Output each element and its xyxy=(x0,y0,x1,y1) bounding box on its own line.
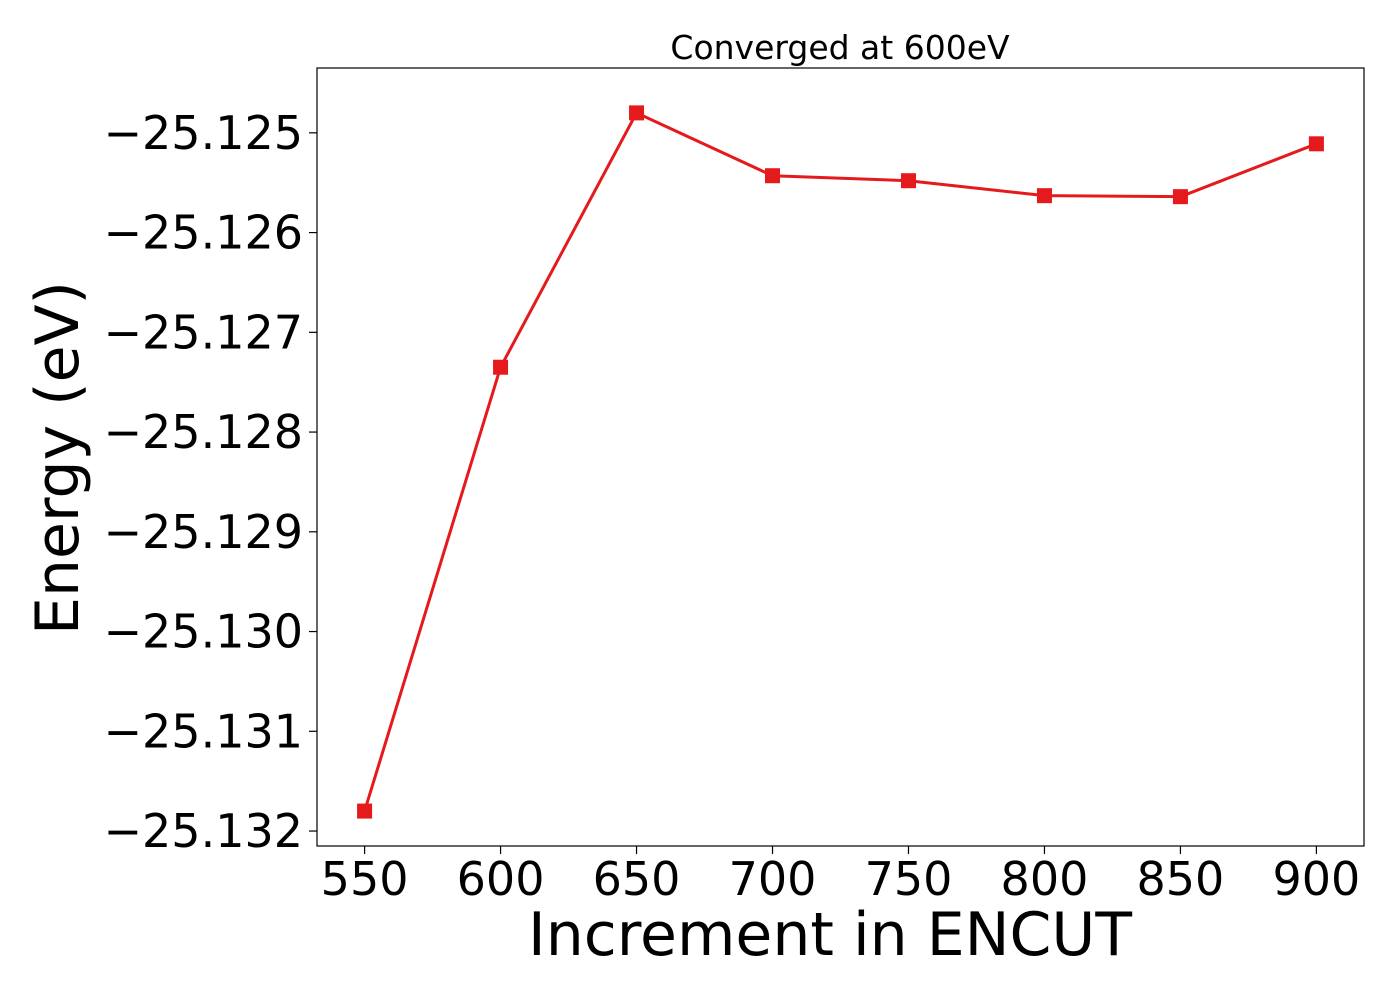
data-point xyxy=(629,105,645,121)
y-tick-label: −25.126 xyxy=(104,206,304,260)
y-tick-label: −25.127 xyxy=(104,305,304,359)
y-axis-label: Energy (eV) xyxy=(23,281,93,635)
data-point xyxy=(900,173,916,189)
x-tick-label: 750 xyxy=(865,852,953,906)
plot-area: 550 600 650 700 750 800 850 900 −25.132 −25.131 −2… xyxy=(104,67,1365,906)
plot-frame xyxy=(316,67,1365,847)
y-tick-label: −25.131 xyxy=(104,704,304,758)
data-point xyxy=(1036,188,1052,204)
x-tick-label: 900 xyxy=(1273,852,1361,906)
x-tick-label: 550 xyxy=(321,852,409,906)
data-point xyxy=(765,168,781,184)
x-tick-label: 600 xyxy=(457,852,545,906)
chart-title: Converged at 600eV xyxy=(670,28,1010,67)
y-tick-label: −25.130 xyxy=(104,605,304,659)
data-point xyxy=(357,803,373,819)
x-tick-label: 850 xyxy=(1137,852,1225,906)
y-tick-label: −25.132 xyxy=(104,804,304,858)
x-tick-label: 700 xyxy=(729,852,817,906)
y-tick-label: −25.128 xyxy=(104,405,304,459)
series-line xyxy=(363,111,1317,812)
x-axis-label: Increment in ENCUT xyxy=(528,900,1132,970)
y-tick-label: −25.125 xyxy=(104,106,304,160)
data-point xyxy=(1172,189,1188,205)
data-point xyxy=(493,359,509,375)
y-tick-label: −25.129 xyxy=(104,505,304,559)
x-tick-label: 650 xyxy=(593,852,681,906)
data-point xyxy=(1308,136,1324,152)
x-tick-label: 800 xyxy=(1001,852,1089,906)
